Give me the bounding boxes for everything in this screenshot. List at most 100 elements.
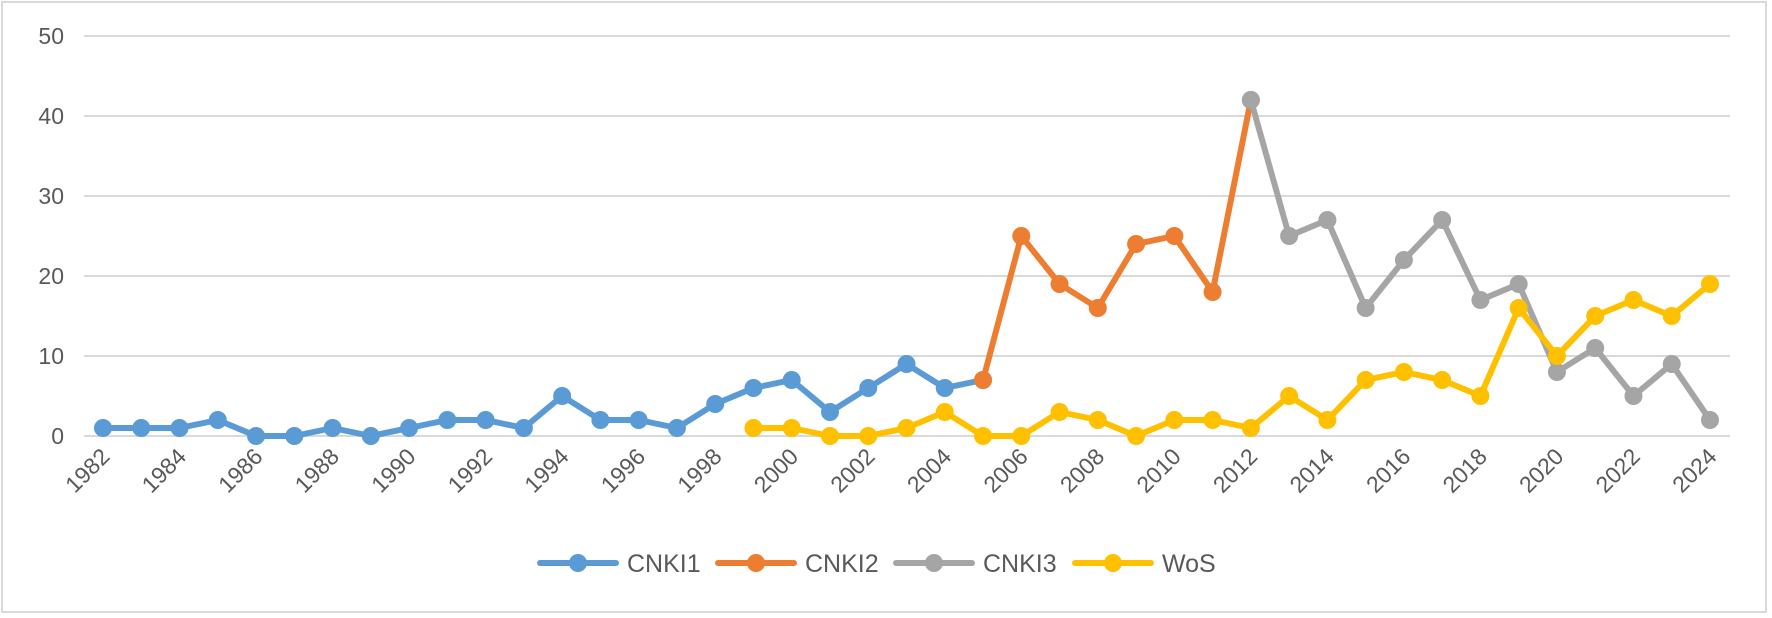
data-point [935,379,954,397]
legend-swatch-marker [925,554,943,572]
data-point [476,411,495,429]
data-point [438,411,457,429]
data-point [400,419,419,437]
data-point [1050,403,1069,421]
series-cnki3 [1241,91,1719,429]
x-tick-label: 2016 [1361,443,1416,498]
data-point [1165,411,1184,429]
series-line [1247,97,1713,423]
data-point [132,419,151,437]
data-point [1356,299,1375,317]
data-point [247,427,266,445]
data-point [361,427,380,445]
data-point [1127,235,1146,253]
data-point [591,411,610,429]
data-point [323,419,342,437]
y-tick-label: 0 [51,423,64,449]
series-wos [744,275,1719,445]
gridlines [84,35,1730,437]
y-tick-label: 10 [38,343,64,369]
data-point [1586,307,1605,325]
legend-item-cnki1: CNKI1 [537,550,701,578]
legend-item-cnki3: CNKI3 [893,550,1057,578]
series-cnki2 [974,91,1260,389]
x-tick-label: 2020 [1514,443,1569,498]
series-lines [94,91,1719,445]
data-point [170,419,189,437]
data-point [820,403,839,421]
legend-item-wos: WoS [1072,550,1216,578]
data-point [1088,411,1107,429]
data-point [820,427,839,445]
data-point [1318,211,1337,229]
data-point [1318,411,1337,429]
x-tick-label: 2012 [1208,443,1263,498]
data-point [859,379,878,397]
y-tick-label: 50 [38,23,64,49]
data-point [1509,299,1528,317]
legend-label: CNKI2 [805,550,879,578]
data-point [859,427,878,445]
data-point [1012,427,1031,445]
x-tick-label: 2022 [1590,443,1645,498]
legend-label: WoS [1162,550,1216,578]
legend-label: CNKI3 [983,550,1057,578]
data-point [782,371,801,389]
data-point [706,395,725,413]
data-point [1356,371,1375,389]
data-point [1547,347,1566,365]
data-point [553,387,572,405]
y-tick-label: 20 [38,263,64,289]
legend-swatch-marker [747,554,765,572]
data-point [1624,291,1643,309]
data-point [1624,387,1643,405]
data-point [667,419,686,437]
y-tick-label: 30 [38,183,64,209]
data-point [897,355,916,373]
x-tick-label: 2000 [749,443,804,498]
x-tick-label: 1982 [60,443,115,498]
x-tick-label: 2006 [978,443,1033,498]
data-point [1241,419,1260,437]
x-tick-label: 2014 [1284,443,1339,498]
y-tick-label: 40 [38,103,64,129]
legend-swatch-marker [1104,554,1122,572]
x-tick-label: 2002 [825,443,880,498]
x-tick-label: 2018 [1437,443,1492,498]
data-point [897,419,916,437]
series-line [750,281,1713,439]
legend-label: CNKI1 [627,550,701,578]
y-axis-ticks: 0 10 20 30 40 50 [38,23,64,449]
x-tick-label: 1984 [136,443,191,498]
x-tick-label: 1996 [596,443,651,498]
series-cnki1 [94,355,993,445]
data-point [1433,371,1452,389]
data-point [974,427,993,445]
series-line [980,97,1254,383]
x-tick-label: 1990 [366,443,421,498]
data-point [1241,91,1260,109]
data-point [1433,211,1452,229]
data-point [94,419,112,437]
data-point [1701,275,1719,293]
data-point [1088,299,1107,317]
data-point [1127,427,1146,445]
x-tick-label: 1988 [290,443,345,498]
data-point [1165,227,1184,245]
data-point [285,427,304,445]
data-point [744,379,763,397]
x-tick-label: 2004 [902,443,957,498]
legend-swatch-marker [569,554,587,572]
x-tick-label: 1986 [213,443,268,498]
data-point [1203,411,1222,429]
legend-item-cnki2: CNKI2 [715,550,879,578]
x-tick-label: 1998 [672,443,727,498]
data-point [1701,411,1719,429]
data-point [629,411,648,429]
data-point [974,371,993,389]
x-tick-label: 1994 [519,443,574,498]
data-point [1012,227,1031,245]
data-point [782,419,801,437]
data-point [1203,283,1222,301]
